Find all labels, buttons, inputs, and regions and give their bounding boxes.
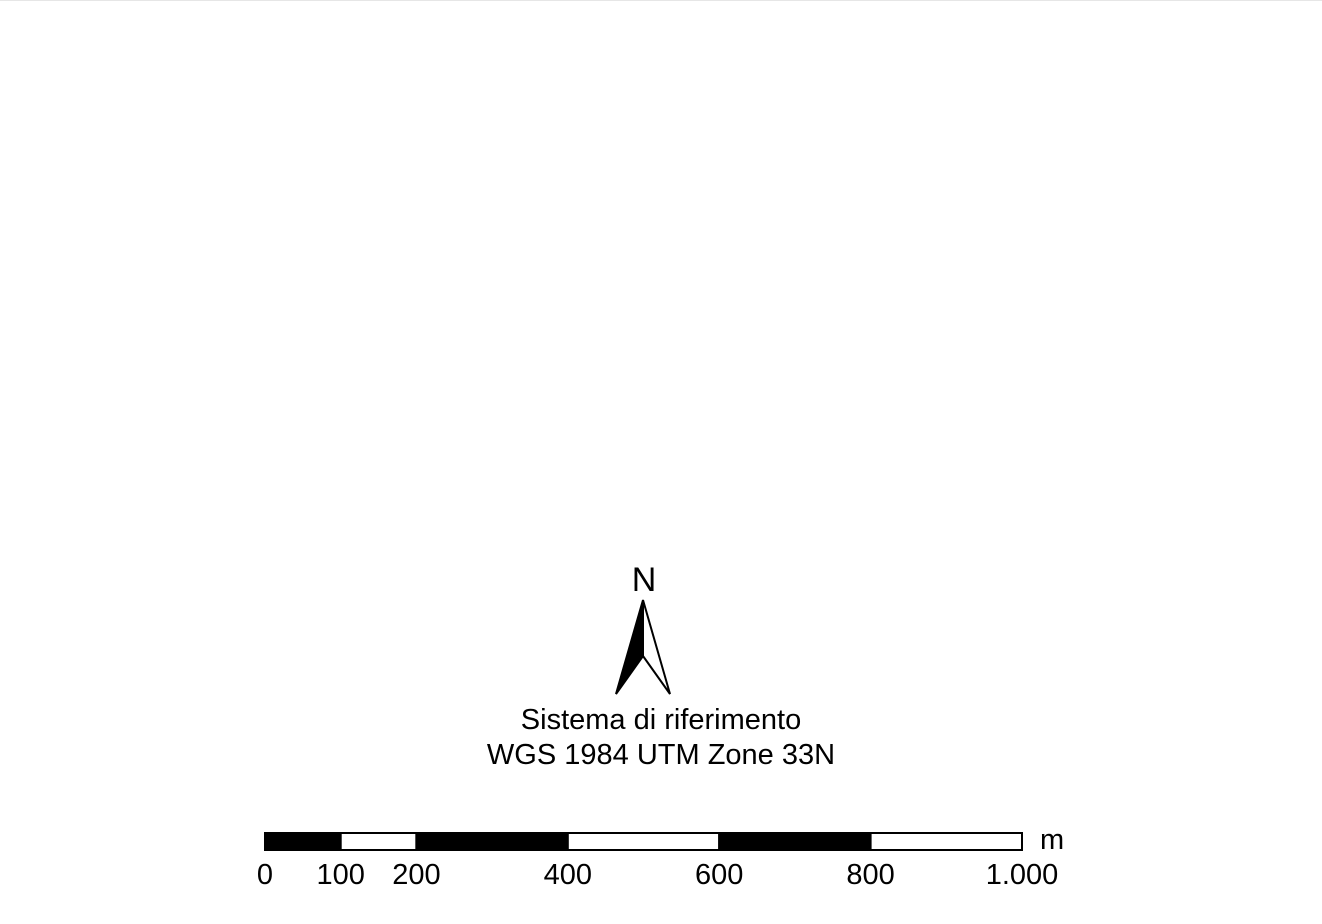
scale-bar-segment-100-200 bbox=[339, 832, 418, 851]
scale-bar-label-0: 0 bbox=[256, 859, 274, 891]
scale-bar-label-400: 400 bbox=[543, 859, 592, 891]
scale-bar-label-100: 100 bbox=[316, 859, 365, 891]
scale-bar-segment-800-1000 bbox=[869, 832, 1023, 851]
north-arrow-icon bbox=[615, 599, 671, 695]
north-label: N bbox=[631, 561, 657, 599]
scale-bar-segment-400-600 bbox=[566, 832, 721, 851]
scale-bar-label-1000: 1.000 bbox=[985, 859, 1059, 891]
reference-system-projection: WGS 1984 UTM Zone 33N bbox=[486, 739, 836, 771]
north-arrow-left-half bbox=[615, 599, 644, 695]
scale-bar-segment-0-100 bbox=[264, 832, 342, 851]
scale-bar-label-200: 200 bbox=[392, 859, 441, 891]
reference-system-text: Sistema di riferimento WGS 1984 UTM Zone… bbox=[361, 703, 961, 773]
scale-bar bbox=[264, 832, 1023, 851]
scale-bar-segment-200-400 bbox=[415, 832, 569, 851]
scale-bar-label-800: 800 bbox=[846, 859, 895, 891]
north-arrow-right-half bbox=[642, 599, 671, 695]
scale-bar-unit: m bbox=[1040, 824, 1065, 856]
scale-bar-segment-600-800 bbox=[718, 832, 872, 851]
top-border-line bbox=[0, 0, 1322, 1]
scale-bar-label-600: 600 bbox=[695, 859, 744, 891]
reference-system-title: Sistema di riferimento bbox=[520, 704, 802, 736]
